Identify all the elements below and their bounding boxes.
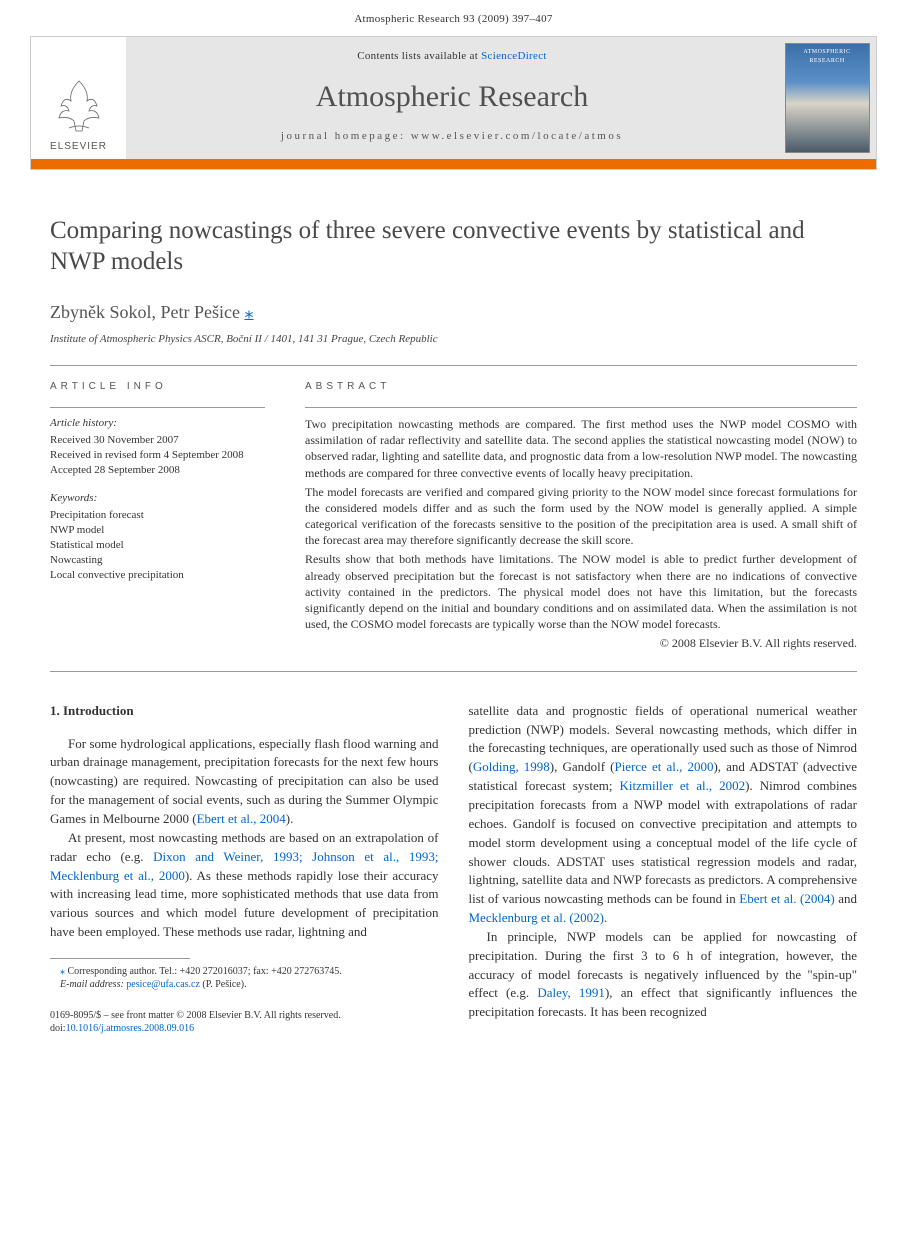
text: and bbox=[835, 891, 857, 906]
citation-link[interactable]: Golding, 1998 bbox=[473, 759, 550, 774]
affiliation: Institute of Atmospheric Physics ASCR, B… bbox=[50, 332, 857, 348]
journal-banner: ELSEVIER Contents lists available at Sci… bbox=[30, 36, 877, 170]
body-para: For some hydrological applications, espe… bbox=[50, 735, 439, 829]
article-content: Comparing nowcastings of three severe co… bbox=[0, 215, 907, 1035]
sciencedirect-link[interactable]: ScienceDirect bbox=[481, 50, 547, 62]
star-icon: ⁎ bbox=[60, 966, 68, 977]
abstract-head: ABSTRACT bbox=[305, 380, 857, 395]
keyword: Nowcasting bbox=[50, 553, 265, 568]
corr-text: Corresponding author. Tel.: +420 2720160… bbox=[68, 966, 342, 977]
author-names: Zbyněk Sokol, Petr Pešice bbox=[50, 302, 240, 322]
footer-block: 0169-8095/$ – see front matter © 2008 El… bbox=[50, 1009, 439, 1035]
keyword: NWP model bbox=[50, 523, 265, 538]
doi-label: doi: bbox=[50, 1023, 66, 1034]
history-revised: Received in revised form 4 September 200… bbox=[50, 448, 265, 463]
article-info-block: ARTICLE INFO Article history: Received 3… bbox=[50, 380, 265, 652]
article-title: Comparing nowcastings of three severe co… bbox=[50, 215, 857, 278]
cover-thumb-title: ATMOSPHERIC RESEARCH bbox=[786, 48, 869, 65]
banner-center: Contents lists available at ScienceDirec… bbox=[126, 37, 778, 169]
keyword: Local convective precipitation bbox=[50, 568, 265, 583]
body-para: satellite data and prognostic fields of … bbox=[469, 702, 858, 928]
citation-link[interactable]: Ebert et al., 2004 bbox=[197, 811, 286, 826]
email-footnote: E-mail address: pesice@ufa.cas.cz (P. Pe… bbox=[50, 978, 439, 991]
email-link[interactable]: pesice@ufa.cas.cz bbox=[126, 979, 200, 990]
meta-abstract-row: ARTICLE INFO Article history: Received 3… bbox=[50, 380, 857, 652]
publisher-logo-block: ELSEVIER bbox=[31, 37, 126, 169]
text: ), Gandolf ( bbox=[550, 759, 615, 774]
contents-available: Contents lists available at ScienceDirec… bbox=[126, 49, 778, 65]
corresponding-footnote: ⁎ Corresponding author. Tel.: +420 27201… bbox=[50, 965, 439, 978]
journal-homepage: journal homepage: www.elsevier.com/locat… bbox=[126, 129, 778, 145]
abstract-para: Results show that both methods have limi… bbox=[305, 551, 857, 632]
abstract-copyright: © 2008 Elsevier B.V. All rights reserved… bbox=[305, 635, 857, 652]
abstract-rule bbox=[305, 407, 857, 408]
history-received: Received 30 November 2007 bbox=[50, 433, 265, 448]
citation-link[interactable]: Mecklenburg et al. (2002) bbox=[469, 910, 605, 925]
journal-title: Atmospheric Research bbox=[126, 75, 778, 119]
cover-thumb-block: ATMOSPHERIC RESEARCH bbox=[778, 37, 876, 169]
keywords-head: Keywords: bbox=[50, 491, 265, 507]
section-head-intro: 1. Introduction bbox=[50, 702, 439, 721]
citation-link[interactable]: Pierce et al., 2000 bbox=[614, 759, 713, 774]
text: ). bbox=[286, 811, 294, 826]
journal-cover-thumbnail: ATMOSPHERIC RESEARCH bbox=[785, 43, 870, 153]
corresponding-author-icon[interactable]: ⁎ bbox=[244, 302, 253, 322]
citation-link[interactable]: Ebert et al. (2004) bbox=[739, 891, 834, 906]
info-rule bbox=[50, 407, 265, 408]
contents-prefix: Contents lists available at bbox=[357, 50, 481, 62]
body-para: In principle, NWP models can be applied … bbox=[469, 928, 858, 1022]
running-head: Atmospheric Research 93 (2009) 397–407 bbox=[0, 0, 907, 36]
history-head: Article history: bbox=[50, 416, 265, 432]
email-label: E-mail address: bbox=[60, 979, 124, 990]
issn-line: 0169-8095/$ – see front matter © 2008 El… bbox=[50, 1009, 439, 1022]
keyword: Statistical model bbox=[50, 538, 265, 553]
author-list: Zbyněk Sokol, Petr Pešice ⁎ bbox=[50, 299, 857, 325]
email-suffix: (P. Pešice). bbox=[202, 979, 246, 990]
abstract-para: Two precipitation nowcasting methods are… bbox=[305, 416, 857, 481]
citation-link[interactable]: Daley, 1991 bbox=[537, 985, 605, 1000]
publisher-name: ELSEVIER bbox=[50, 140, 107, 155]
keyword: Precipitation forecast bbox=[50, 508, 265, 523]
citation-link[interactable]: Kitzmiller et al., 2002 bbox=[619, 778, 745, 793]
doi-line: doi:10.1016/j.atmosres.2008.09.016 bbox=[50, 1022, 439, 1035]
elsevier-tree-icon bbox=[49, 76, 109, 136]
history-accepted: Accepted 28 September 2008 bbox=[50, 463, 265, 478]
body-para: At present, most nowcasting methods are … bbox=[50, 829, 439, 942]
text: . bbox=[604, 910, 607, 925]
footnote-rule bbox=[50, 958, 190, 959]
rule-top bbox=[50, 365, 857, 366]
rule-bottom bbox=[50, 671, 857, 672]
text: ). Nimrod combines precipitation forecas… bbox=[469, 778, 858, 906]
body-columns: 1. Introduction For some hydrological ap… bbox=[50, 702, 857, 1035]
abstract-block: ABSTRACT Two precipitation nowcasting me… bbox=[305, 380, 857, 652]
article-info-head: ARTICLE INFO bbox=[50, 380, 265, 395]
doi-link[interactable]: 10.1016/j.atmosres.2008.09.016 bbox=[66, 1023, 195, 1034]
abstract-para: The model forecasts are verified and com… bbox=[305, 484, 857, 549]
